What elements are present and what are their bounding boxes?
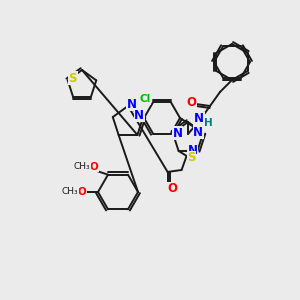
Text: N: N	[127, 98, 137, 110]
Text: S: S	[68, 72, 77, 85]
Text: H: H	[204, 118, 212, 128]
Text: N: N	[188, 144, 197, 158]
Text: N: N	[193, 126, 203, 139]
Text: N: N	[173, 127, 183, 140]
Text: O: O	[168, 182, 178, 195]
Text: S: S	[187, 152, 196, 164]
Text: O: O	[78, 187, 86, 197]
Text: Cl: Cl	[140, 94, 151, 104]
Text: O: O	[186, 95, 196, 109]
Text: N: N	[194, 112, 204, 125]
Text: N: N	[134, 109, 144, 122]
Text: O: O	[90, 162, 98, 172]
Text: CH₃: CH₃	[74, 162, 90, 171]
Text: CH₃: CH₃	[62, 188, 78, 196]
